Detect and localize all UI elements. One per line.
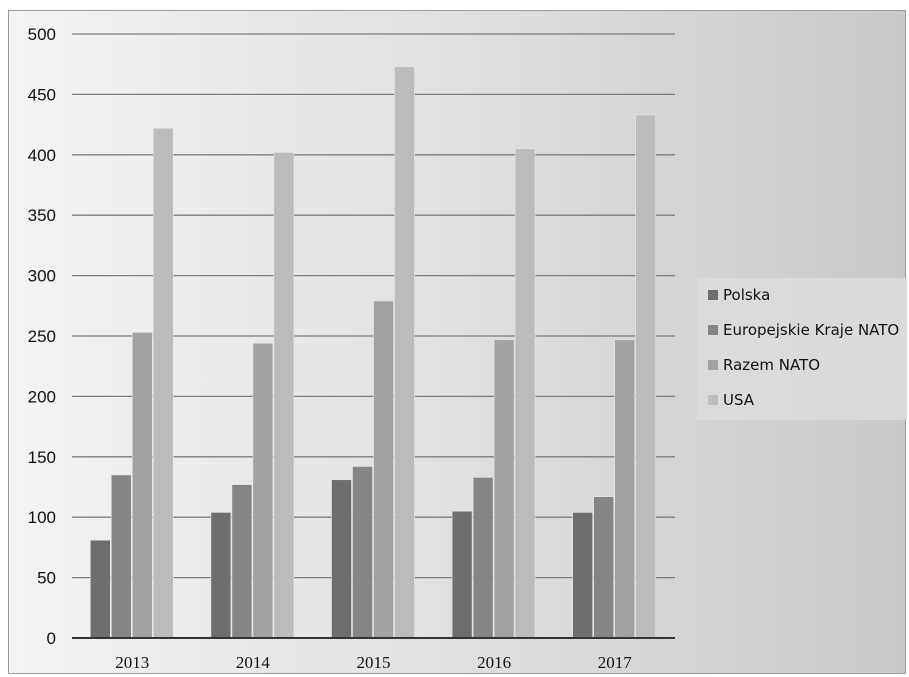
bar-razem-nato-2016	[493, 339, 515, 639]
bar-razem-nato-2017	[614, 339, 636, 639]
y-tick-label: 300	[28, 267, 56, 286]
bars	[90, 66, 657, 639]
legend-swatch	[708, 395, 718, 405]
bar-usa-2016	[514, 148, 536, 639]
legend: Polska Europejskie Kraje NATO Razem NATO US…	[697, 278, 907, 420]
x-tick-label: 2015	[357, 653, 391, 672]
y-tick-label: 200	[28, 387, 56, 406]
y-tick-label: 500	[28, 25, 56, 44]
legend-swatch	[708, 360, 718, 370]
x-tick-label: 2016	[477, 653, 511, 672]
bar-usa-2013	[153, 127, 174, 639]
y-tick-label: 50	[37, 569, 56, 588]
x-tick-label: 2013	[115, 653, 149, 672]
y-tick-label: 250	[28, 327, 56, 346]
legend-entry: Razem NATO	[723, 356, 820, 374]
y-tick-label: 450	[28, 85, 56, 104]
legend-swatch	[708, 290, 718, 300]
legend-box	[697, 278, 907, 420]
y-tick-label: 0	[47, 629, 56, 648]
bar-razem-nato-2015	[373, 300, 394, 639]
bar-razem-nato-2014	[252, 342, 274, 639]
bar-usa-2017	[635, 114, 657, 639]
x-tick-label: 2017	[598, 653, 633, 672]
bar-usa-2014	[273, 152, 295, 639]
bar-polska-2017	[572, 512, 594, 639]
bar-polska-2014	[210, 512, 232, 639]
bar-polska-2013	[90, 539, 111, 639]
y-axis-ticks: 0 50 100 150 200 250 300 350 400 450 500	[28, 25, 56, 648]
legend-entry: USA	[723, 391, 755, 409]
x-axis: 2013 2014 2015 2016 2017	[72, 637, 675, 672]
bar-europejskie-kraje-nato-2013	[111, 474, 132, 639]
bar-polska-2016	[451, 510, 473, 639]
legend-entry: Polska	[723, 286, 770, 304]
x-tick-label: 2014	[236, 653, 271, 672]
bar-usa-2015	[394, 66, 415, 639]
bar-polska-2015	[331, 479, 352, 639]
bar-razem-nato-2013	[132, 332, 153, 639]
y-tick-label: 350	[28, 206, 56, 225]
legend-swatch	[708, 325, 718, 335]
bar-europejskie-kraje-nato-2014	[231, 484, 253, 639]
bar-europejskie-kraje-nato-2017	[593, 496, 615, 639]
y-tick-label: 400	[28, 146, 56, 165]
bar-europejskie-kraje-nato-2015	[352, 466, 373, 639]
y-tick-label: 150	[28, 448, 56, 467]
y-tick-label: 100	[28, 508, 56, 527]
bar-europejskie-kraje-nato-2016	[472, 477, 494, 639]
legend-entry: Europejskie Kraje NATO	[723, 321, 899, 339]
